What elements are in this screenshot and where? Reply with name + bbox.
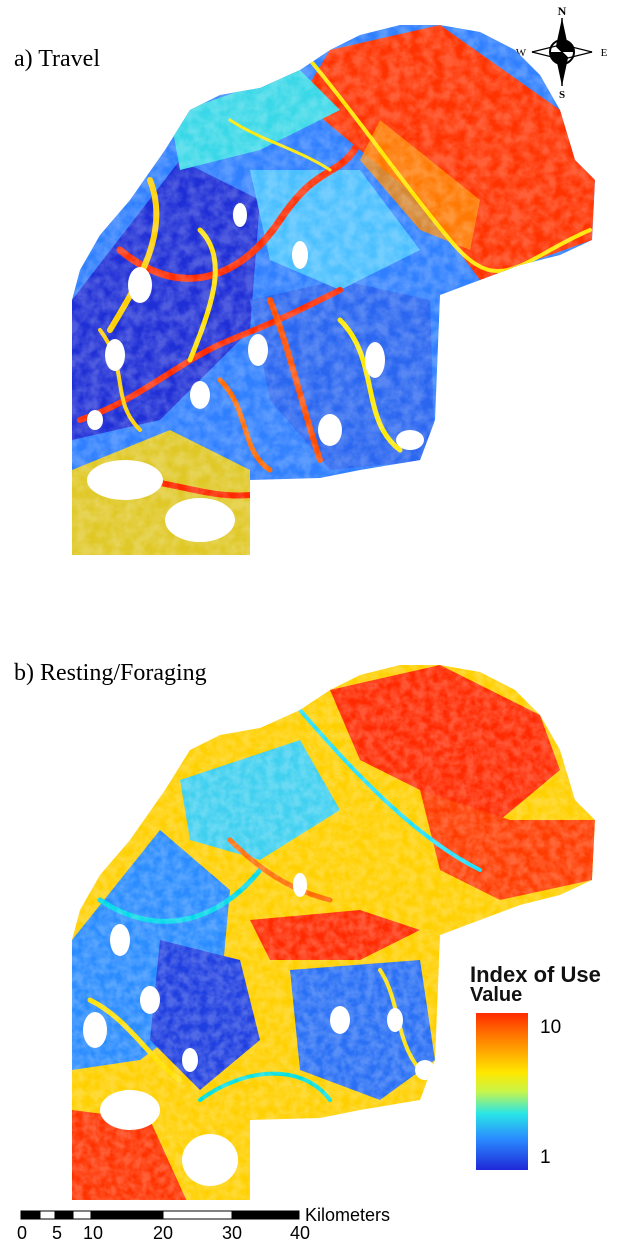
scale-tick-label: 0 <box>16 1223 28 1243</box>
legend-title: Index of Use <box>470 962 601 987</box>
legend-color-ramp <box>476 1013 528 1170</box>
north-arrow-icon: N S W E <box>516 4 608 99</box>
scale-tick-label: 20 <box>152 1223 174 1243</box>
compass-s-label: S <box>559 89 565 99</box>
legend-max-label: 10 <box>540 1017 562 1038</box>
scale-tick-label: 30 <box>221 1223 243 1243</box>
scale-bar <box>20 1210 300 1220</box>
compass-w-label: W <box>516 47 527 59</box>
travel-map <box>72 25 595 555</box>
legend-subtitle: Value <box>470 984 523 1006</box>
resting-foraging-map <box>72 665 595 1200</box>
panel-a-label: a) Travel <box>14 46 100 72</box>
panel-b-label: b) Resting/Foraging <box>14 660 207 686</box>
compass-e-label: E <box>601 47 608 59</box>
scale-tick-label: 40 <box>289 1223 311 1243</box>
scale-tick-label: 5 <box>51 1223 63 1243</box>
scale-unit-label: Kilometers <box>305 1205 391 1225</box>
legend-min-label: 1 <box>540 1147 551 1168</box>
scale-tick-label: 10 <box>82 1223 104 1243</box>
compass-n-label: N <box>558 4 567 18</box>
